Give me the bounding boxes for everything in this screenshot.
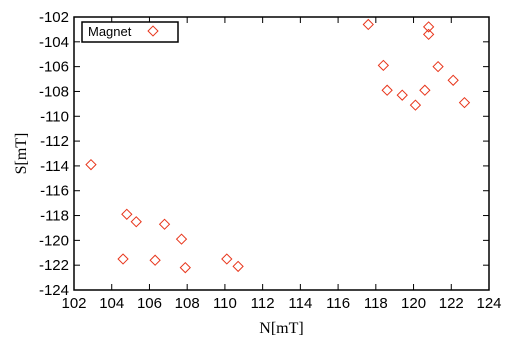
- data-point: [396, 89, 408, 101]
- data-point: [158, 218, 171, 230]
- data-point: [409, 99, 422, 111]
- x-tick-label: 106: [137, 295, 162, 312]
- data-point: [432, 60, 444, 73]
- data-point: [422, 28, 435, 41]
- data-point: [121, 208, 133, 220]
- data-point: [117, 253, 129, 265]
- data-points: [85, 18, 471, 274]
- y-tick-label: -102: [39, 9, 69, 26]
- x-axis: 102 104 106 108 110 112 114 116 118 120 122 124: [61, 17, 502, 312]
- data-point: [377, 59, 390, 72]
- data-point: [422, 21, 435, 33]
- x-tick-label: 108: [175, 295, 200, 312]
- data-point: [447, 74, 459, 86]
- x-tick-label: 114: [288, 295, 312, 312]
- x-tick-label: 112: [251, 295, 275, 312]
- data-point: [175, 233, 188, 245]
- data-point: [149, 254, 161, 266]
- x-tick-label: 118: [364, 295, 388, 312]
- data-point: [419, 84, 431, 96]
- x-tick-label: 102: [61, 295, 86, 312]
- y-tick-label: -122: [39, 257, 69, 274]
- y-tick-label: -118: [40, 208, 69, 225]
- x-tick-label: 116: [326, 295, 350, 312]
- data-point: [130, 216, 142, 228]
- y-tick-label: -104: [39, 34, 69, 51]
- plot-frame: [73, 16, 490, 291]
- x-tick-label: 122: [439, 295, 464, 312]
- y-tick-label: -106: [39, 59, 69, 76]
- x-tick-label: 110: [213, 295, 237, 312]
- data-point: [381, 84, 393, 96]
- data-point: [232, 260, 244, 273]
- data-point: [362, 18, 374, 31]
- y-tick-label: -108: [39, 83, 69, 100]
- data-point: [458, 96, 471, 109]
- y-tick-label: -110: [40, 108, 69, 125]
- legend-label: Magnet: [88, 24, 132, 39]
- y-tick-label: -124: [39, 282, 69, 299]
- x-axis-title: N[mT]: [259, 320, 303, 337]
- y-tick-label: -116: [40, 183, 69, 200]
- data-point: [179, 262, 191, 274]
- x-tick-label: 120: [401, 295, 426, 312]
- x-tick-label: 104: [99, 295, 124, 312]
- legend: Magnet: [81, 21, 179, 43]
- legend-marker: [147, 25, 159, 37]
- data-point: [221, 253, 233, 265]
- data-point: [85, 159, 97, 171]
- y-axis: -124 -122 -120 -118 -116 -114 -112 -110 -108 -106…: [39, 9, 489, 299]
- y-tick-label: -120: [39, 232, 69, 249]
- x-tick-label: 124: [476, 295, 501, 312]
- y-tick-label: -114: [40, 158, 69, 175]
- y-tick-label: -112: [40, 133, 69, 150]
- y-axis-title: S[mT]: [13, 133, 30, 175]
